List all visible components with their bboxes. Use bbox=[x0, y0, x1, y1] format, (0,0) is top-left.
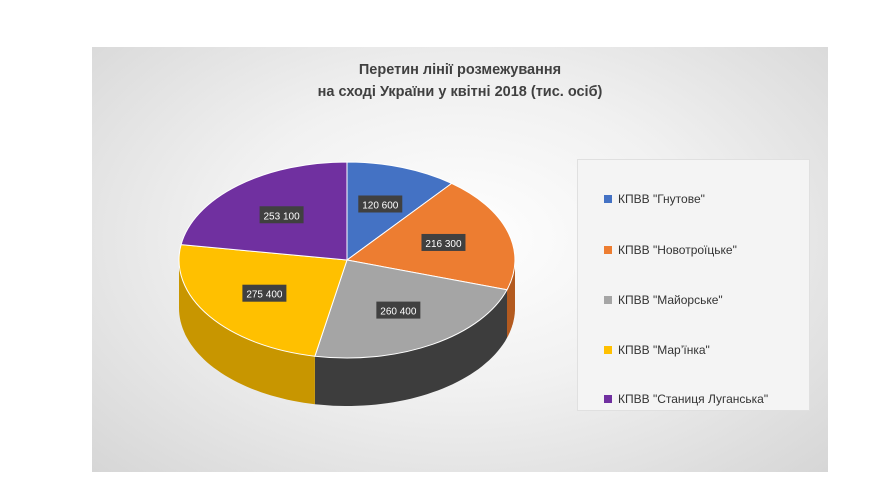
legend-item-stanytsia-luhanska: КПВВ "Станиця Луганська" bbox=[604, 391, 768, 407]
legend-label-stanytsia-luhanska: КПВВ "Станиця Луганська" bbox=[618, 392, 769, 406]
pie-side-novotroitske bbox=[507, 260, 515, 338]
legend-label-marinka: КПВВ "Мар’їнка" bbox=[618, 343, 710, 357]
data-label-box-maiorske bbox=[376, 301, 421, 319]
chart-title-line-1: Перетин лінії розмежування bbox=[358, 62, 562, 78]
data-label-box-stanytsia-luhanska bbox=[259, 206, 304, 224]
legend-item-marinka: КПВВ "Мар’їнка" bbox=[604, 342, 710, 358]
data-label-novotroitske: 216 300 bbox=[421, 233, 466, 251]
legend-swatch-stanytsia-luhanska bbox=[604, 395, 612, 403]
data-label-text-novotroitske: 216 300 bbox=[425, 239, 462, 250]
data-label-maiorske: 260 400 bbox=[376, 301, 421, 319]
pie-side-marinka bbox=[179, 260, 315, 405]
chart-title-line-2: на сході України у квітні 2018 (тис. осі… bbox=[317, 84, 603, 100]
data-label-text-stanytsia-luhanska: 253 100 bbox=[264, 211, 301, 222]
chart-legend: КПВВ "Гнутове" КПВВ "Новотроїцьке" КПВВ … bbox=[577, 159, 810, 411]
chart-title: Перетин лінії розмежування на сході Укра… bbox=[92, 59, 828, 103]
legend-label-novotroitske: КПВВ "Новотроїцьке" bbox=[618, 243, 737, 257]
pie-side-maiorske bbox=[314, 289, 507, 406]
legend-label-maiorske: КПВВ "Майорське" bbox=[618, 293, 723, 307]
data-label-text-marinka: 275 400 bbox=[246, 290, 283, 301]
legend-swatch-novotroitske bbox=[604, 246, 612, 254]
data-label-box-marinka bbox=[242, 284, 287, 302]
data-label-text-hnutove: 120 600 bbox=[362, 200, 399, 211]
pie-chart: 120 600 216 300 260 400 275 400 253 100 bbox=[178, 161, 516, 406]
legend-swatch-maiorske bbox=[604, 296, 612, 304]
legend-item-maiorske: КПВВ "Майорське" bbox=[604, 292, 723, 308]
data-label-text-maiorske: 260 400 bbox=[380, 307, 417, 318]
legend-item-hnutove: КПВВ "Гнутове" bbox=[604, 191, 705, 207]
data-label-marinka: 275 400 bbox=[242, 284, 287, 302]
legend-swatch-marinka bbox=[604, 346, 612, 354]
legend-label-hnutove: КПВВ "Гнутове" bbox=[618, 192, 705, 206]
legend-item-novotroitske: КПВВ "Новотроїцьке" bbox=[604, 242, 737, 258]
chart-area: Перетин лінії розмежування на сході Укра… bbox=[92, 47, 828, 472]
data-label-stanytsia-luhanska: 253 100 bbox=[259, 206, 304, 224]
data-label-hnutove: 120 600 bbox=[358, 195, 403, 213]
data-label-box-hnutove bbox=[358, 195, 403, 213]
legend-swatch-hnutove bbox=[604, 195, 612, 203]
data-label-box-novotroitske bbox=[421, 233, 466, 251]
